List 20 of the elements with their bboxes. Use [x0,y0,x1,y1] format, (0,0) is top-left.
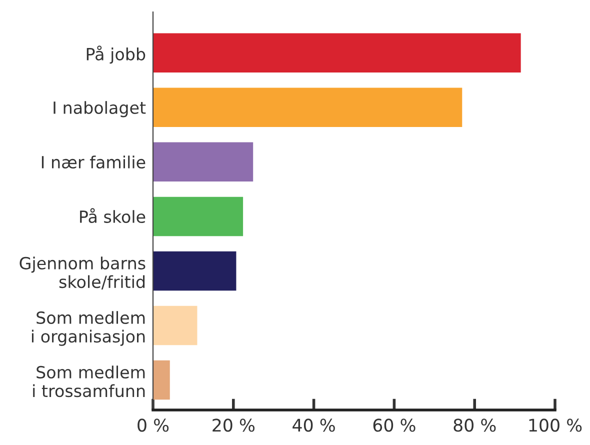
bar [153,142,254,182]
y-tick-label: Som medlem i organisasjon [32,311,145,346]
bar [153,196,244,236]
x-tick-label: 40 % [292,418,335,432]
y-tick-label: Gjennom barns skole/fritid [20,256,146,290]
y-tick-label: I nabolaget [54,101,146,118]
x-tick-label: 60 % [373,418,416,432]
x-tick-label: 100 % [529,418,582,432]
bar [153,33,521,73]
x-tick-label: 80 % [454,418,496,432]
y-tick-label: På skole [80,208,146,224]
y-tick-label: I nær familie [42,156,146,168]
bar [153,360,170,400]
x-tick-label: 0 % [138,418,169,432]
y-tick-label: På jobb [86,46,146,64]
bar [153,88,462,128]
y-tick-label: Som medlem i trossamfunn [33,366,145,398]
bar [153,306,198,346]
bar [153,251,236,291]
x-tick-label: 20 % [212,418,254,432]
